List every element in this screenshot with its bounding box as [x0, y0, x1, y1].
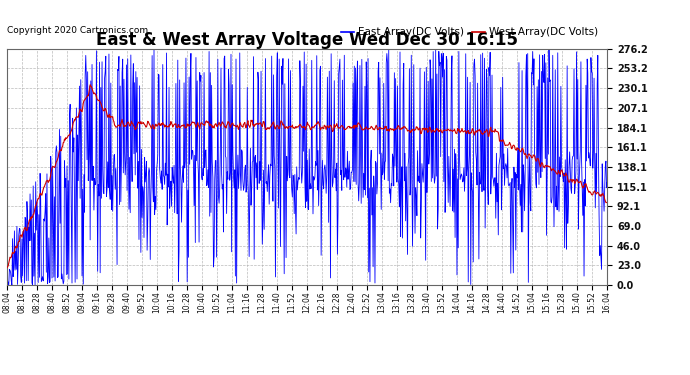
- Legend: East Array(DC Volts), West Array(DC Volts): East Array(DC Volts), West Array(DC Volt…: [337, 23, 602, 42]
- Text: Copyright 2020 Cartronics.com: Copyright 2020 Cartronics.com: [7, 26, 148, 35]
- Title: East & West Array Voltage Wed Dec 30 16:15: East & West Array Voltage Wed Dec 30 16:…: [96, 31, 518, 49]
